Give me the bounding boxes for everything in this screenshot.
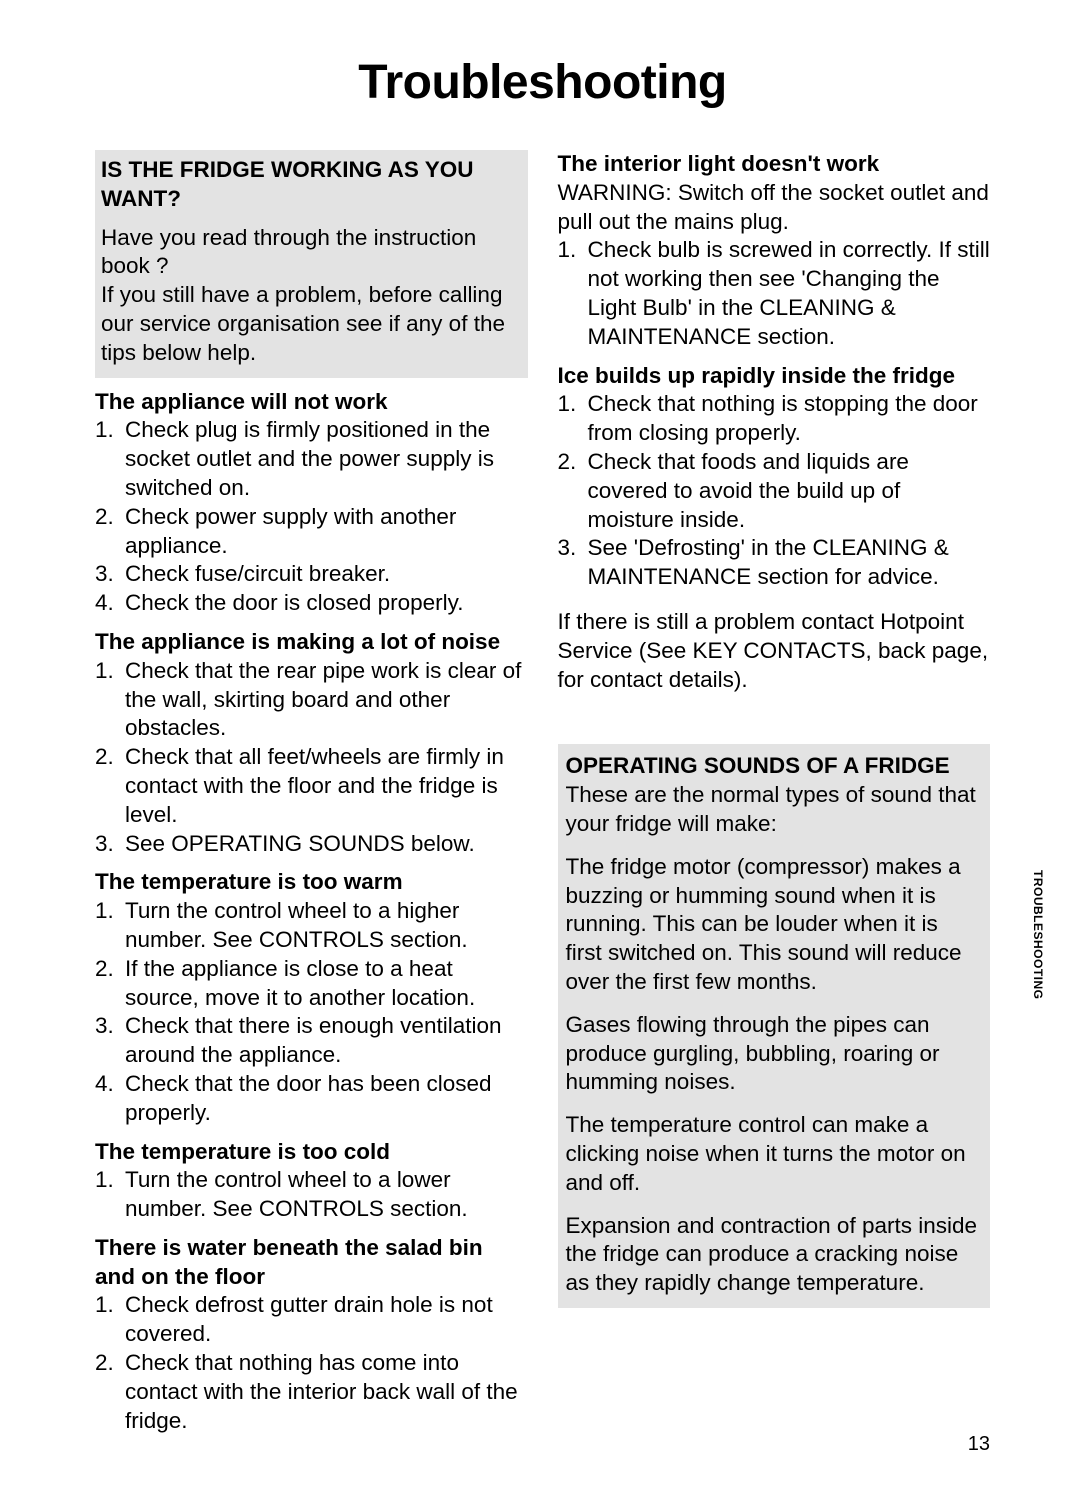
left-column: IS THE FRIDGE WORKING AS YOU WANT? Have …	[95, 150, 528, 1445]
list-item-text: Turn the control wheel to a higher numbe…	[125, 898, 468, 952]
section-heading-warm: The temperature is too warm	[95, 868, 528, 897]
intro-box: IS THE FRIDGE WORKING AS YOU WANT? Have …	[95, 150, 528, 378]
list-noise: 1.Check that the rear pipe work is clear…	[95, 657, 528, 859]
list-warm: 1.Turn the control wheel to a higher num…	[95, 897, 528, 1127]
list-cold: 1.Turn the control wheel to a lower numb…	[95, 1166, 528, 1224]
list-item-text: If the appliance is close to a heat sour…	[125, 956, 475, 1010]
list-item: 1.Check defrost gutter drain hole is not…	[95, 1291, 528, 1349]
list-item: 3.See 'Defrosting' in the CLEANING & MAI…	[558, 534, 991, 592]
section-heading-appliance-not-work: The appliance will not work	[95, 388, 528, 417]
list-item-text: Check power supply with another applianc…	[125, 504, 456, 558]
list-item: 2.Check that nothing has come into conta…	[95, 1349, 528, 1435]
sounds-para-1: The fridge motor (compressor) makes a bu…	[566, 853, 981, 997]
section-heading-cold: The temperature is too cold	[95, 1138, 528, 1167]
list-water: 1.Check defrost gutter drain hole is not…	[95, 1291, 528, 1435]
side-tab: TROUBLESHOOTING	[1031, 870, 1045, 1000]
page-title: Troubleshooting	[95, 55, 990, 110]
list-item-text: Check that nothing has come into contact…	[125, 1350, 518, 1433]
list-item: 1.Turn the control wheel to a lower numb…	[95, 1166, 528, 1224]
sounds-heading: OPERATING SOUNDS OF A FRIDGE	[566, 752, 981, 781]
intro-para-2: If you still have a problem, before call…	[101, 281, 520, 367]
list-item-text: Check that nothing is stopping the door …	[588, 391, 978, 445]
list-item: 3.See OPERATING SOUNDS below.	[95, 830, 528, 859]
list-item: 4.Check that the door has been closed pr…	[95, 1070, 528, 1128]
intro-heading: IS THE FRIDGE WORKING AS YOU WANT?	[101, 156, 520, 214]
list-item-text: Check fuse/circuit breaker.	[125, 561, 390, 586]
sounds-box: OPERATING SOUNDS OF A FRIDGE These are t…	[558, 744, 991, 1308]
list-item: 1.Check that the rear pipe work is clear…	[95, 657, 528, 743]
section-heading-water: There is water beneath the salad bin and…	[95, 1234, 528, 1292]
list-item-text: Check that the door has been closed prop…	[125, 1071, 492, 1125]
list-item: 3.Check that there is enough ventilation…	[95, 1012, 528, 1070]
sounds-para-2: Gases flowing through the pipes can prod…	[566, 1011, 981, 1097]
list-item-text: Check plug is firmly positioned in the s…	[125, 417, 494, 500]
right-column: The interior light doesn't work WARNING:…	[558, 150, 991, 1445]
list-item-text: Check bulb is screwed in correctly. If s…	[588, 237, 990, 348]
list-item: 2.If the appliance is close to a heat so…	[95, 955, 528, 1013]
section-heading-light: The interior light doesn't work	[558, 150, 991, 179]
sounds-para-3: The temperature control can make a click…	[566, 1111, 981, 1197]
list-item-text: Turn the control wheel to a lower number…	[125, 1167, 468, 1221]
section-heading-ice: Ice builds up rapidly inside the fridge	[558, 362, 991, 391]
sounds-para-4: Expansion and contraction of parts insid…	[566, 1212, 981, 1298]
list-item-text: Check that foods and liquids are covered…	[588, 449, 909, 532]
list-ice: 1.Check that nothing is stopping the doo…	[558, 390, 991, 592]
content-columns: IS THE FRIDGE WORKING AS YOU WANT? Have …	[95, 150, 990, 1445]
list-item: 4.Check the door is closed properly.	[95, 589, 528, 618]
list-item: 1.Check plug is firmly positioned in the…	[95, 416, 528, 502]
list-item-text: See 'Defrosting' in the CLEANING & MAINT…	[588, 535, 949, 589]
list-item-text: Check that the rear pipe work is clear o…	[125, 658, 521, 741]
list-item-text: Check the door is closed properly.	[125, 590, 464, 615]
list-item: 2.Check power supply with another applia…	[95, 503, 528, 561]
contact-text: If there is still a problem contact Hotp…	[558, 608, 991, 694]
list-item-text: Check that there is enough ventilation a…	[125, 1013, 502, 1067]
list-item: 1.Check that nothing is stopping the doo…	[558, 390, 991, 448]
page-number: 13	[968, 1433, 990, 1456]
sounds-intro: These are the normal types of sound that…	[566, 781, 981, 839]
list-item: 2.Check that foods and liquids are cover…	[558, 448, 991, 534]
list-item: 3.Check fuse/circuit breaker.	[95, 560, 528, 589]
section-heading-noise: The appliance is making a lot of noise	[95, 628, 528, 657]
list-item: 1.Check bulb is screwed in correctly. If…	[558, 236, 991, 351]
warning-text: WARNING: Switch off the socket outlet an…	[558, 179, 991, 237]
list-item: 2.Check that all feet/wheels are firmly …	[95, 743, 528, 829]
list-item: 1.Turn the control wheel to a higher num…	[95, 897, 528, 955]
list-item-text: Check defrost gutter drain hole is not c…	[125, 1292, 493, 1346]
list-appliance-not-work: 1.Check plug is firmly positioned in the…	[95, 416, 528, 618]
list-item-text: See OPERATING SOUNDS below.	[125, 831, 475, 856]
intro-para-1: Have you read through the instruction bo…	[101, 224, 520, 282]
list-light: 1.Check bulb is screwed in correctly. If…	[558, 236, 991, 351]
list-item-text: Check that all feet/wheels are firmly in…	[125, 744, 504, 827]
